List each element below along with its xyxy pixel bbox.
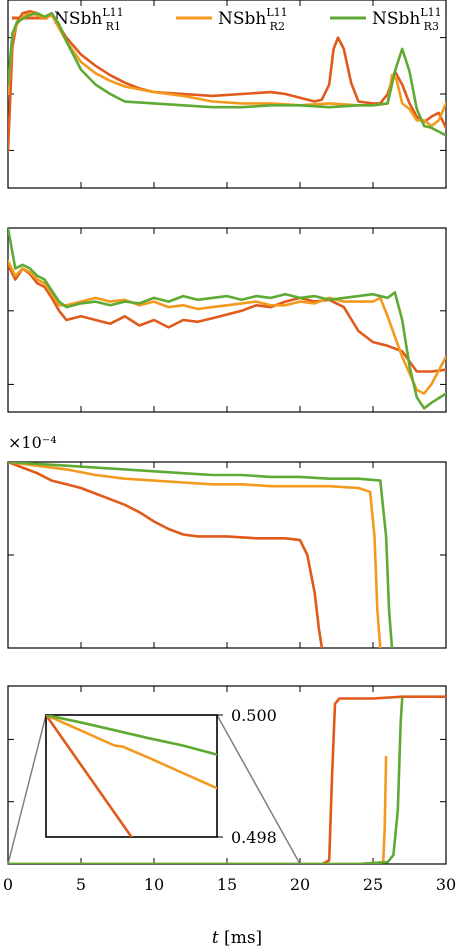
legend-label-sup: L11 [420,6,441,19]
inset-connector-right [216,714,301,865]
panel-4: 0.500 0.498 [7,685,447,865]
legend-label: NSbhL11 R3 [372,6,442,33]
series-line-r2 [8,462,382,648]
series-line-r2 [8,259,446,395]
x-axis-label: t [ms] [212,928,262,948]
series-line-r3 [8,228,446,410]
legend: NSbhL11 R1 NSbhL11 R2 NSbhL11 R3 [12,6,442,33]
legend-entry-r1: NSbhL11 R1 [12,6,124,33]
series-line-r2 [8,11,446,128]
x-tick-label: 15 [217,875,237,894]
inset-series-line-r1 [46,715,133,837]
panel-2-frame [7,227,447,413]
inset-series-line-r2 [46,715,217,790]
legend-label-sub: R3 [424,20,439,33]
series-line-r1 [8,263,446,373]
legend-label-base: NSbh [372,9,420,29]
panel-2 [7,227,447,413]
inset-connector-left [7,714,47,865]
panel-2-series [8,228,446,410]
legend-label-base: NSbh [218,9,266,29]
x-tick-label: 25 [363,875,383,894]
legend-entry-r3: NSbhL11 R3 [330,6,442,33]
panel-4-series [8,695,446,864]
series-line-r3 [8,462,394,648]
x-axis-tick-labels: 0 5 10 15 20 25 30 [3,875,456,894]
x-axis-label-unit: [ms] [219,928,263,948]
inset: 0.500 0.498 [7,706,301,865]
x-tick-label: 0 [3,875,13,894]
legend-label-sub: R2 [270,20,285,33]
inset-y-tick-label: 0.498 [231,828,277,847]
panel-3-series [8,462,394,648]
legend-label-sup: L11 [102,6,123,19]
series-line-r2 [8,755,388,864]
x-tick-label: 30 [436,875,456,894]
x-tick-label: 10 [144,875,164,894]
panel-3: ×10⁻⁴ [7,433,447,649]
legend-label-base: NSbh [54,9,102,29]
y-scale-label: ×10⁻⁴ [8,433,57,452]
legend-label-sup: L11 [266,6,287,19]
series-line-r3 [8,11,446,137]
panel-1 [7,0,447,189]
legend-label: NSbhL11 R2 [218,6,288,33]
x-axis-label-symbol: t [212,928,219,948]
legend-entry-r2: NSbhL11 R2 [176,6,288,33]
series-line-r1 [8,462,324,648]
x-tick-label: 5 [76,875,86,894]
inset-y-tick-label: 0.500 [231,706,277,725]
inset-series [46,715,217,837]
series-line-r1 [8,695,446,864]
legend-label-sub: R1 [106,20,121,33]
inset-series-line-r3 [46,715,217,756]
x-tick-label: 20 [290,875,310,894]
legend-label: NSbhL11 R1 [54,6,124,33]
panels: ×10⁻⁴ 0.500 0.498 [7,0,447,865]
series-line-r1 [8,10,446,152]
series-line-r3 [8,697,404,864]
panel-1-series [8,10,446,152]
